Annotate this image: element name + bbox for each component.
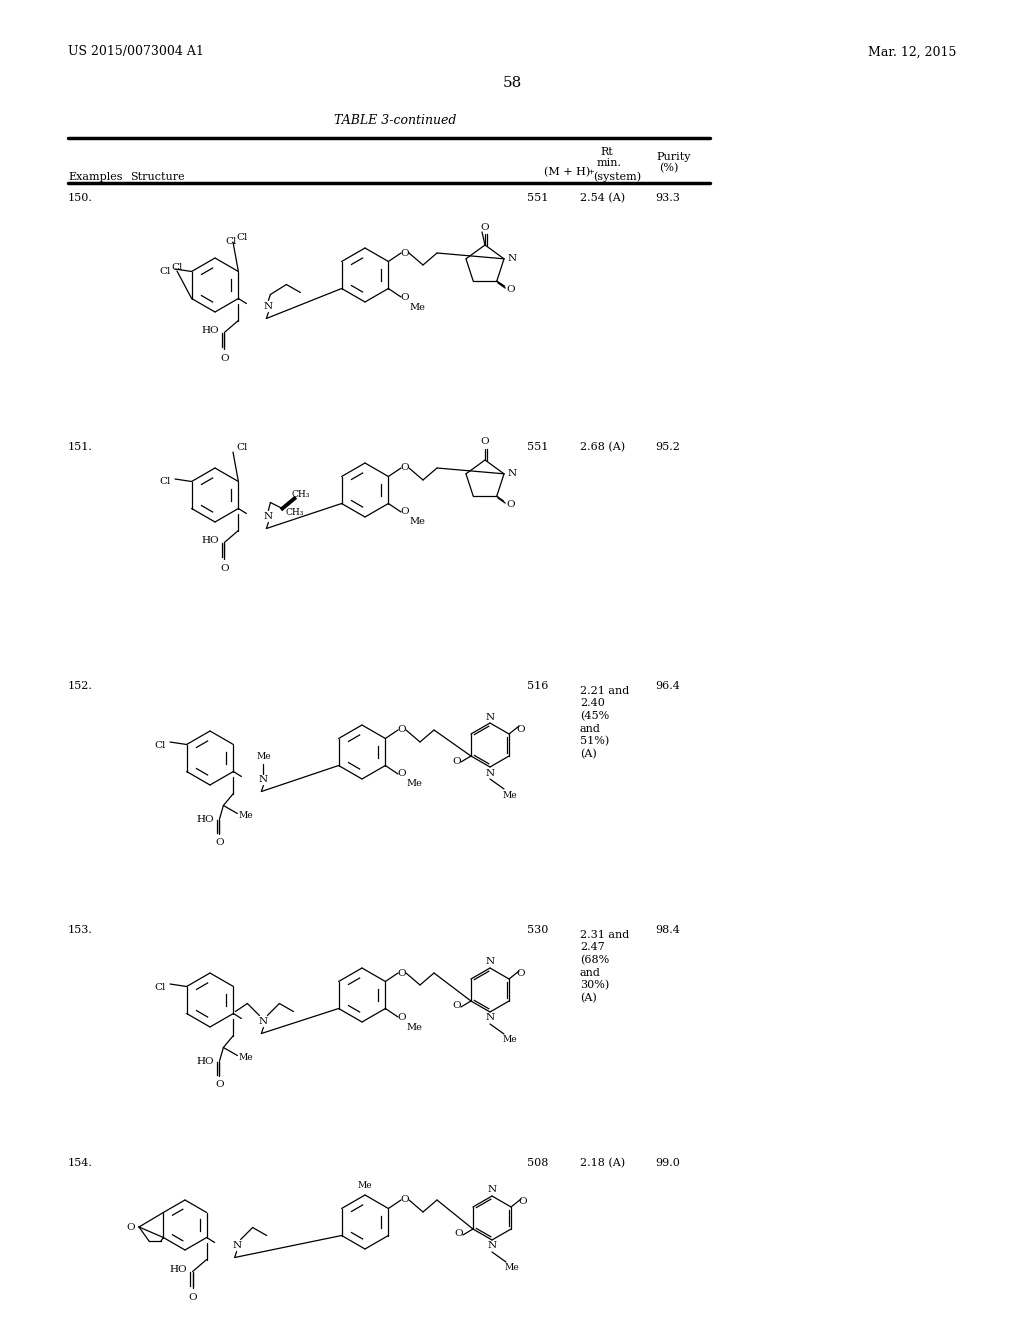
- Text: O: O: [517, 725, 525, 734]
- Text: N: N: [508, 470, 516, 478]
- Text: 151.: 151.: [68, 442, 93, 451]
- Text: Cl: Cl: [237, 232, 248, 242]
- Text: HO: HO: [197, 814, 214, 824]
- Text: O: O: [400, 507, 410, 516]
- Text: 99.0: 99.0: [655, 1158, 680, 1168]
- Text: CH₃: CH₃: [286, 508, 303, 517]
- Text: 2.21 and
2.40
(45%
and
51%)
(A): 2.21 and 2.40 (45% and 51%) (A): [580, 686, 630, 759]
- Text: Cl: Cl: [237, 442, 248, 451]
- Text: O: O: [188, 1294, 197, 1302]
- Text: Me: Me: [357, 1181, 373, 1191]
- Text: 93.3: 93.3: [655, 193, 680, 203]
- Text: 2.31 and
2.47
(68%
and
30%)
(A): 2.31 and 2.47 (68% and 30%) (A): [580, 931, 630, 1003]
- Text: Me: Me: [407, 1023, 422, 1031]
- Text: O: O: [519, 1197, 527, 1206]
- Text: 530: 530: [527, 925, 549, 935]
- Text: Me: Me: [407, 780, 422, 788]
- Text: Examples: Examples: [68, 172, 123, 182]
- Text: O: O: [400, 248, 410, 257]
- Text: 551: 551: [527, 193, 549, 203]
- Text: N: N: [259, 775, 268, 784]
- Text: O: O: [400, 293, 410, 301]
- Text: 508: 508: [527, 1158, 549, 1168]
- Text: 516: 516: [527, 681, 549, 690]
- Text: N: N: [264, 512, 273, 521]
- Text: Me: Me: [503, 1035, 517, 1044]
- Text: +: +: [587, 168, 594, 176]
- Text: Cl: Cl: [171, 263, 182, 272]
- Text: Rt: Rt: [600, 147, 612, 157]
- Text: Me: Me: [256, 752, 270, 762]
- Text: N: N: [487, 1185, 497, 1195]
- Text: O: O: [397, 1012, 407, 1022]
- Text: N: N: [485, 713, 495, 722]
- Text: O: O: [220, 354, 228, 363]
- Text: O: O: [400, 1196, 410, 1204]
- Text: Purity: Purity: [656, 152, 690, 162]
- Text: 150.: 150.: [68, 193, 93, 203]
- Text: N: N: [264, 302, 273, 312]
- Text: O: O: [397, 969, 407, 978]
- Text: 98.4: 98.4: [655, 925, 680, 935]
- Text: HO: HO: [170, 1265, 187, 1274]
- Text: N: N: [485, 768, 495, 777]
- Text: 551: 551: [527, 442, 549, 451]
- Text: O: O: [453, 1002, 461, 1011]
- Text: CH₃: CH₃: [291, 490, 309, 499]
- Text: Me: Me: [238, 1053, 253, 1063]
- Text: N: N: [232, 1241, 242, 1250]
- Text: 96.4: 96.4: [655, 681, 680, 690]
- Text: Cl: Cl: [155, 982, 166, 991]
- Text: O: O: [517, 969, 525, 978]
- Text: 95.2: 95.2: [655, 442, 680, 451]
- Text: Structure: Structure: [130, 172, 184, 182]
- Text: O: O: [507, 500, 515, 508]
- Text: Me: Me: [503, 791, 517, 800]
- Text: O: O: [397, 726, 407, 734]
- Text: N: N: [259, 1016, 268, 1026]
- Text: 154.: 154.: [68, 1158, 93, 1168]
- Text: O: O: [215, 838, 223, 847]
- Text: N: N: [487, 1242, 497, 1250]
- Text: (%): (%): [659, 162, 678, 173]
- Text: HO: HO: [202, 536, 219, 545]
- Text: O: O: [480, 223, 489, 231]
- Text: TABLE 3-continued: TABLE 3-continued: [334, 114, 456, 127]
- Text: Cl: Cl: [160, 478, 171, 487]
- Text: 58: 58: [503, 77, 521, 90]
- Text: O: O: [397, 770, 407, 779]
- Text: 2.68 (A): 2.68 (A): [580, 442, 625, 453]
- Text: O: O: [127, 1222, 135, 1232]
- Text: O: O: [400, 463, 410, 473]
- Text: Cl: Cl: [155, 741, 166, 750]
- Text: Cl: Cl: [160, 268, 171, 276]
- Text: 2.18 (A): 2.18 (A): [580, 1158, 625, 1168]
- Text: O: O: [455, 1229, 463, 1238]
- Text: Mar. 12, 2015: Mar. 12, 2015: [867, 45, 956, 58]
- Text: min.: min.: [597, 158, 622, 168]
- Text: Me: Me: [409, 517, 425, 527]
- Text: O: O: [453, 756, 461, 766]
- Text: (system): (system): [593, 172, 641, 182]
- Text: O: O: [215, 1080, 223, 1089]
- Text: Me: Me: [238, 810, 253, 820]
- Text: O: O: [480, 437, 489, 446]
- Text: N: N: [485, 957, 495, 966]
- Text: 153.: 153.: [68, 925, 93, 935]
- Text: US 2015/0073004 A1: US 2015/0073004 A1: [68, 45, 204, 58]
- Text: (M + H): (M + H): [544, 166, 590, 177]
- Text: Me: Me: [409, 302, 425, 312]
- Text: HO: HO: [197, 1057, 214, 1067]
- Text: O: O: [220, 564, 228, 573]
- Text: Cl: Cl: [225, 238, 237, 247]
- Text: N: N: [485, 1014, 495, 1023]
- Text: HO: HO: [202, 326, 219, 335]
- Text: 152.: 152.: [68, 681, 93, 690]
- Text: N: N: [508, 255, 516, 263]
- Text: Me: Me: [505, 1263, 519, 1272]
- Text: O: O: [507, 285, 515, 293]
- Text: 2.54 (A): 2.54 (A): [580, 193, 625, 203]
